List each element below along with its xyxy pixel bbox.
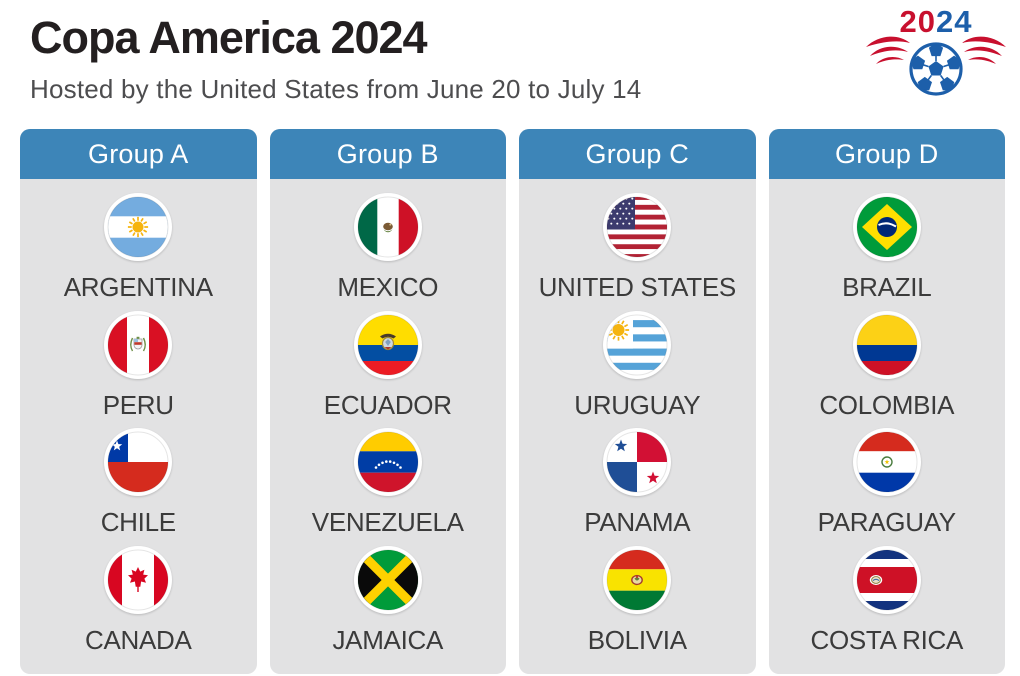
right-wing-icon xyxy=(961,32,1007,70)
team-cell: COLOMBIA xyxy=(819,310,955,421)
team-cell: VENEZUELA xyxy=(312,428,464,538)
page-title: Copa America 2024 xyxy=(30,12,428,63)
logo-year-second: 24 xyxy=(936,4,973,39)
flag-ecuador-icon xyxy=(353,310,422,379)
group-b-body: MEXICO ECUADOR VENEZUELA JAMAICA xyxy=(270,179,507,674)
flag-colombia-icon xyxy=(852,310,921,379)
page-subtitle: Hosted by the United States from June 20… xyxy=(30,74,642,104)
soccer-ball-icon xyxy=(909,42,963,96)
team-name: PANAMA xyxy=(584,507,691,538)
flag-paraguay-icon xyxy=(852,428,921,497)
team-name: JAMAICA xyxy=(332,625,444,656)
flag-peru-icon xyxy=(104,310,173,379)
group-panel-d: Group D BRAZIL COLOMBIA PARAGUAY COSTA R… xyxy=(768,129,1006,674)
tournament-logo: 2024 xyxy=(866,6,1006,110)
team-name: COSTA RICA xyxy=(810,625,964,656)
flag-uruguay-icon xyxy=(603,310,672,379)
group-panel-c: Group C UNITED STATES URUGUAY PANAMA BOL… xyxy=(519,129,756,674)
team-cell: PANAMA xyxy=(584,428,691,538)
team-cell: ARGENTINA xyxy=(63,192,213,303)
group-panel-a: Group A ARGENTINA PERU CHILE CANADA xyxy=(20,129,257,674)
team-name: URUGUAY xyxy=(574,389,701,420)
flag-canada-icon xyxy=(104,546,173,615)
team-cell: JAMAICA xyxy=(332,546,443,656)
flag-panama-icon xyxy=(603,428,672,497)
page-header: Copa America 2024 Hosted by the United S… xyxy=(0,0,1020,105)
flag-costa-rica-icon xyxy=(852,546,921,615)
group-c-header: Group C xyxy=(519,129,756,179)
flag-jamaica-icon xyxy=(353,546,422,615)
team-name: VENEZUELA xyxy=(311,507,464,538)
team-name: MEXICO xyxy=(337,271,439,302)
left-wing-icon xyxy=(865,32,911,70)
group-d-body: BRAZIL COLOMBIA PARAGUAY COSTA RICA xyxy=(769,179,1006,674)
flag-mexico-icon xyxy=(353,192,422,261)
group-a-body: ARGENTINA PERU CHILE CANADA xyxy=(20,179,257,674)
group-d-header: Group D xyxy=(768,129,1005,179)
team-cell: BOLIVIA xyxy=(588,546,687,656)
flag-venezuela-icon xyxy=(353,428,422,497)
team-cell: PERU xyxy=(102,310,174,421)
team-name: COLOMBIA xyxy=(819,389,955,420)
team-name: CHILE xyxy=(100,507,176,538)
team-name: PERU xyxy=(102,389,174,420)
team-cell: URUGUAY xyxy=(574,310,701,421)
flag-bolivia-icon xyxy=(603,546,672,615)
team-name: PARAGUAY xyxy=(817,507,957,538)
team-name: BRAZIL xyxy=(842,271,932,302)
team-name: ARGENTINA xyxy=(63,271,213,302)
team-cell: CANADA xyxy=(85,546,192,656)
team-cell: COSTA RICA xyxy=(810,546,963,656)
team-cell: PARAGUAY xyxy=(818,428,956,538)
team-name: CANADA xyxy=(84,625,192,656)
team-cell: CHILE xyxy=(101,428,176,538)
logo-year-first: 20 xyxy=(899,4,936,39)
group-b-header: Group B xyxy=(269,129,506,179)
flag-chile-icon xyxy=(104,428,173,497)
logo-year: 2024 xyxy=(866,6,1006,37)
group-c-body: UNITED STATES URUGUAY PANAMA BOLIVIA xyxy=(519,179,756,674)
team-name: ECUADOR xyxy=(323,389,452,420)
group-panel-b: Group B MEXICO ECUADOR VENEZUELA JAMAI xyxy=(269,129,507,674)
team-cell: BRAZIL xyxy=(842,192,932,303)
flag-argentina-icon xyxy=(104,192,173,261)
flag-united-states-icon xyxy=(603,192,672,261)
team-cell: MEXICO xyxy=(337,192,439,303)
team-cell: UNITED STATES xyxy=(538,192,737,303)
team-cell: ECUADOR xyxy=(323,310,452,421)
group-a-header: Group A xyxy=(20,129,257,179)
groups-container: Group A ARGENTINA PERU CHILE CANADA xyxy=(20,129,1005,674)
team-name: BOLIVIA xyxy=(587,625,687,656)
flag-brazil-icon xyxy=(852,192,921,261)
team-name: UNITED STATES xyxy=(538,271,737,302)
